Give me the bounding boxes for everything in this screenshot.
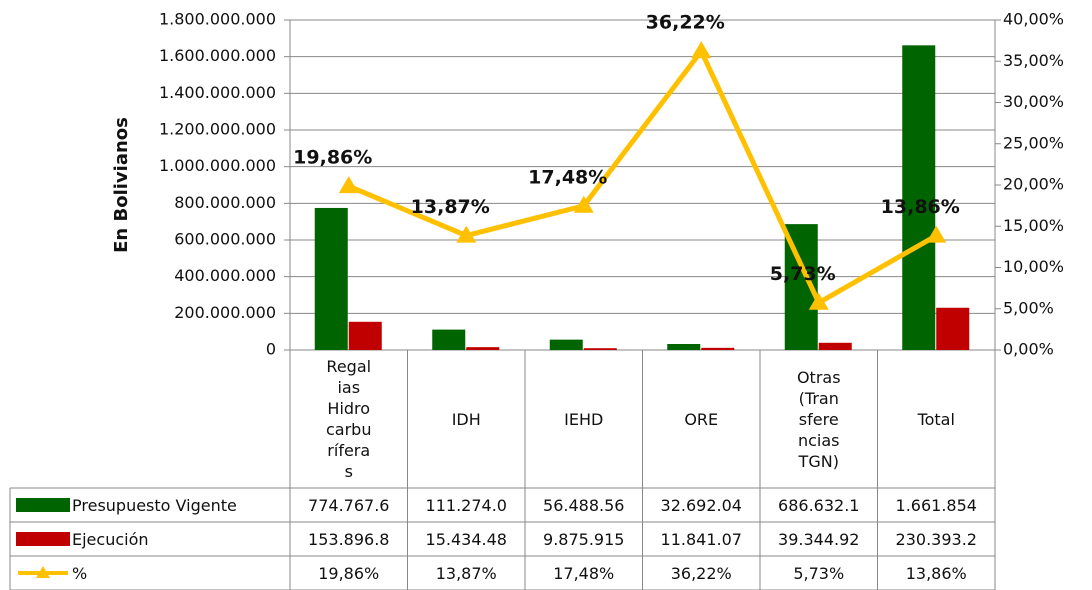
bar — [936, 307, 970, 350]
bar — [314, 207, 348, 350]
marker — [926, 225, 947, 243]
category-label: IEHD — [564, 409, 604, 429]
y-tick-label: 600.000.000 — [174, 230, 276, 249]
data-label: 19,86% — [293, 147, 372, 169]
y-tick-label: 0 — [266, 340, 276, 359]
category-label: ORE — [684, 409, 719, 429]
y-tick-label: 1.800.000.000 — [159, 10, 276, 29]
y-tick-label: 1.000.000.000 — [159, 156, 276, 175]
table-value: 39.344.92 — [778, 529, 860, 549]
bar — [667, 344, 701, 350]
table-value: 686.632.1 — [778, 495, 860, 515]
table-value: 230.393.2 — [895, 529, 977, 549]
table-value: 15.434.48 — [425, 529, 507, 549]
table-value: 11.841.07 — [660, 529, 742, 549]
category-label: Regalias Hidrocarburíferas — [326, 357, 372, 481]
y-tick-label: 800.000.000 — [174, 193, 276, 212]
table-value: 13,86% — [905, 563, 967, 583]
y2-tick-label: 20,00% — [1003, 175, 1064, 194]
bar — [348, 321, 382, 350]
table-value: 32.692.04 — [660, 495, 742, 515]
bar — [583, 348, 617, 350]
data-label: 36,22% — [646, 12, 725, 34]
line — [347, 46, 938, 307]
bar — [902, 45, 936, 350]
marker — [691, 41, 712, 59]
bar — [549, 339, 583, 350]
y2-tick-label: 30,00% — [1003, 92, 1064, 111]
table-value: 13,87% — [435, 563, 497, 583]
bar — [432, 329, 466, 350]
y2-tick-label: 5,00% — [1003, 298, 1054, 317]
y2-tick-label: 40,00% — [1003, 10, 1064, 29]
table-value: 111.274.0 — [425, 495, 507, 515]
table-value: 5,73% — [793, 563, 845, 583]
y2-tick-label: 0,00% — [1003, 340, 1054, 359]
data-label: 13,87% — [411, 196, 490, 218]
y-tick-label: 400.000.000 — [174, 266, 276, 285]
bar — [818, 342, 852, 350]
category-label: Total — [917, 409, 955, 429]
data-label: 17,48% — [528, 166, 607, 188]
category-label: Otras (Transferencias TGN) — [796, 367, 841, 471]
y-tick-label: 1.200.000.000 — [159, 120, 276, 139]
y-tick-label: 1.600.000.000 — [159, 46, 276, 65]
table-value: 17,48% — [553, 563, 615, 583]
table-value: 9.875.915 — [543, 529, 625, 549]
data-label: 13,86% — [881, 196, 960, 218]
y-tick-label: 200.000.000 — [174, 303, 276, 322]
table-value: 36,22% — [670, 563, 732, 583]
y2-tick-label: 35,00% — [1003, 51, 1064, 70]
legend-key — [36, 566, 50, 578]
marker — [573, 195, 594, 213]
data-label: 5,73% — [770, 263, 836, 285]
y2-tick-label: 25,00% — [1003, 133, 1064, 152]
category-label: IDH — [451, 409, 481, 429]
y2-tick-label: 10,00% — [1003, 257, 1064, 276]
y2-tick-label: 15,00% — [1003, 216, 1064, 235]
marker — [808, 292, 829, 310]
table-value: 19,86% — [318, 563, 380, 583]
legend-key — [16, 532, 70, 546]
table-value: 56.488.56 — [543, 495, 625, 515]
marker — [456, 225, 477, 243]
marker — [338, 176, 359, 194]
y-axis-title: En Bolivianos — [111, 117, 132, 253]
y-tick-label: 1.400.000.000 — [159, 83, 276, 102]
legend-key — [16, 498, 70, 512]
legend-label: Ejecución — [72, 529, 149, 549]
table-value: 1.661.854 — [895, 495, 977, 515]
table-value: 774.767.6 — [308, 495, 390, 515]
bar — [701, 347, 735, 350]
legend-label: Presupuesto Vigente — [72, 495, 237, 515]
bar — [466, 347, 500, 350]
legend-label: % — [72, 563, 88, 583]
table-value: 153.896.8 — [308, 529, 390, 549]
